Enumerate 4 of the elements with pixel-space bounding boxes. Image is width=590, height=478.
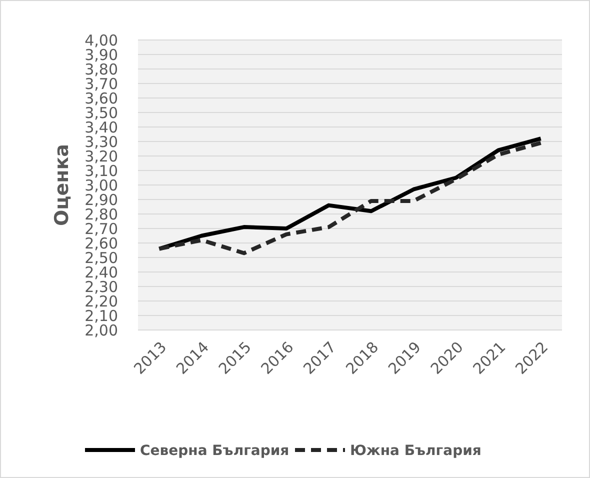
y-axis-title: Оценка [51, 144, 73, 226]
legend-label: Северна България [140, 442, 290, 459]
legend-label: Южна България [350, 442, 482, 459]
y-tick-label: 4,00 [84, 31, 118, 50]
